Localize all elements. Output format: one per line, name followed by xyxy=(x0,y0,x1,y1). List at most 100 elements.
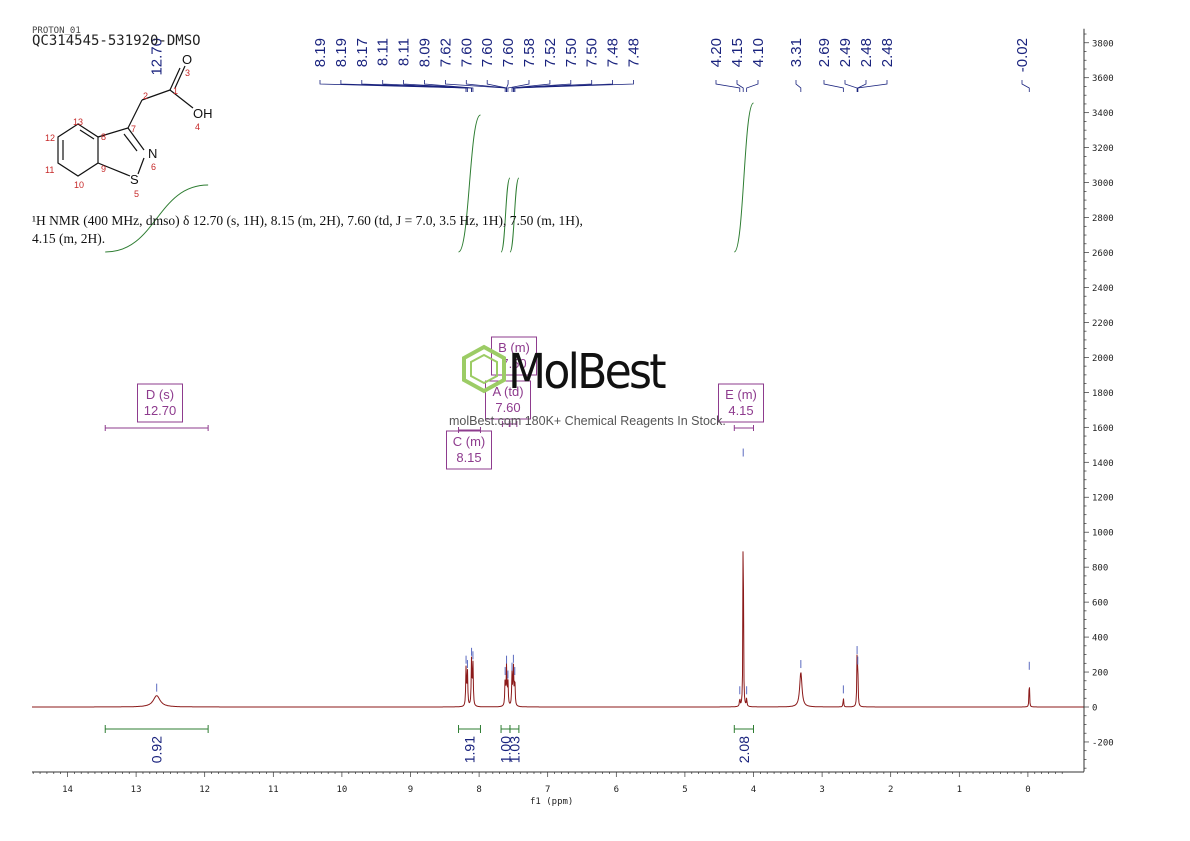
peak-shift-label: 8.19 xyxy=(312,38,329,67)
peak-shift-label: 7.52 xyxy=(542,38,559,67)
peak-label-layer: 8.19 8.19 8.17 8.11 8.11 8.09 7.62 7.60 7.60 7.60… xyxy=(149,38,1031,92)
x-tick-label: 11 xyxy=(268,785,279,795)
x-tick-label: 10 xyxy=(336,785,347,795)
watermark-brand: MolBest xyxy=(508,344,667,400)
peak-label-connector xyxy=(424,80,474,92)
multiplet-shift: 4.15 xyxy=(728,403,753,418)
peak-label-connector xyxy=(514,80,634,92)
atom-number: 12 xyxy=(45,133,55,143)
integral-value: 0.92 xyxy=(149,736,165,763)
peak-label-connector xyxy=(445,80,506,92)
x-tick-label: 9 xyxy=(408,785,413,795)
multiplet-box xyxy=(718,383,764,423)
y-tick-label: 2600 xyxy=(1092,249,1114,259)
peak-shift-label: 2.48 xyxy=(879,38,896,67)
y-tick-label: -200 xyxy=(1092,738,1114,748)
atom-label: O xyxy=(182,52,192,67)
peak-label-connector xyxy=(403,80,472,92)
integral-layer: 0.92 1.91 1.001.03 2.08 xyxy=(104,102,754,763)
peak-shift-label: 8.09 xyxy=(417,38,434,67)
y-tick-label: 1800 xyxy=(1092,389,1114,399)
spectrum-trace xyxy=(32,551,1084,708)
y-tick-label: 1600 xyxy=(1092,424,1114,434)
carbonyl-bond xyxy=(174,65,186,89)
x-tick-label: 0 xyxy=(1025,785,1030,795)
bond xyxy=(97,162,131,177)
y-tick-label: 800 xyxy=(1092,564,1108,574)
bond xyxy=(137,157,145,175)
integral-curve xyxy=(509,177,520,253)
peak-shift-label: 8.17 xyxy=(354,38,371,67)
multiplet-shift: 7.60 xyxy=(495,400,520,415)
peak-label-connector xyxy=(715,80,741,92)
y-tick-label: 3200 xyxy=(1092,144,1114,154)
y-tick-label: 400 xyxy=(1092,634,1108,644)
atom-number: 1 xyxy=(173,86,178,96)
x-tick-label: 3 xyxy=(819,785,824,795)
peak-shift-label: 7.60 xyxy=(458,38,475,67)
multiplet-label: D (s) xyxy=(146,387,174,402)
y-tick-label: 3000 xyxy=(1092,179,1114,189)
peak-shift-label: 7.50 xyxy=(563,38,580,67)
atom-number: 3 xyxy=(185,68,190,78)
x-axis: 14 13 12 11 10 9 8 7 6 5 4 3 2 1 0 xyxy=(32,771,1084,795)
multiplet-label: A (td) xyxy=(492,384,523,399)
multiplet-annotation: E (m)4.15 xyxy=(718,383,764,431)
peak-shift-label: 7.60 xyxy=(479,38,496,67)
bond xyxy=(141,89,171,101)
x-tick-label: 14 xyxy=(62,785,73,795)
peak-shift-label: 3.31 xyxy=(788,38,805,67)
y-axis: 3800360034003200300028002600240022002000… xyxy=(1083,28,1114,772)
atom-number: 9 xyxy=(101,164,106,174)
integral-value: 2.08 xyxy=(736,736,752,763)
y-tick-label: 2200 xyxy=(1092,319,1114,329)
x-tick-label: 2 xyxy=(888,785,893,795)
chemical-structure xyxy=(57,65,194,177)
y-tick-label: 1400 xyxy=(1092,459,1114,469)
atom-label: S xyxy=(130,172,139,187)
y-tick-label: 3600 xyxy=(1092,74,1114,84)
peak-shift-label: 2.48 xyxy=(858,38,875,67)
sample-title: QC314545-531920-DMSO xyxy=(32,33,201,49)
peak-shift-label: 8.11 xyxy=(396,38,413,66)
multiplet-shift: 12.70 xyxy=(144,403,177,418)
spectrum-layer xyxy=(32,448,1084,708)
structure-atom-labels: O 3 1 2 OH 4 13 12 11 10 8 9 7 N 6 S 5 xyxy=(45,52,213,199)
experiment-title: PROTON_01 xyxy=(32,26,81,36)
integral-value: 1.00 xyxy=(498,736,514,763)
atom-label: OH xyxy=(193,106,213,121)
atom-number: 13 xyxy=(73,117,83,127)
peak-shift-label: 7.62 xyxy=(437,38,454,67)
integral-value: 1.91 xyxy=(461,736,477,763)
multiplet-box xyxy=(446,430,492,470)
peak-label-connector xyxy=(736,80,744,92)
x-tick-label: 7 xyxy=(545,785,550,795)
y-tick-label: 2800 xyxy=(1092,214,1114,224)
y-tick-label: 3400 xyxy=(1092,109,1114,119)
peak-shift-label: -0.02 xyxy=(1014,38,1031,72)
x-tick-label: 12 xyxy=(199,785,210,795)
nmr-description-line2: 4.15 (m, 2H). xyxy=(32,231,106,246)
y-tick-label: 600 xyxy=(1092,599,1108,609)
y-tick-label: 1000 xyxy=(1092,529,1114,539)
peak-label-connector xyxy=(844,80,858,92)
peak-label-connector xyxy=(795,80,802,92)
multiplet-layer: D (s)12.70B (m)7.50A (td)7.60C (m)8.15E … xyxy=(104,336,764,470)
peak-shift-label: 4.15 xyxy=(729,38,746,67)
peak-shift-label: 8.11 xyxy=(375,38,392,66)
atom-number: 8 xyxy=(101,132,106,142)
atom-number: 5 xyxy=(134,189,139,199)
x-tick-label: 13 xyxy=(131,785,142,795)
x-tick-label: 4 xyxy=(751,785,756,795)
peak-shift-label: 12.70 xyxy=(149,38,166,76)
peak-label-connector xyxy=(511,80,551,92)
atom-label: N xyxy=(148,146,157,161)
multiplet-label: C (m) xyxy=(453,434,486,449)
peak-label-connector xyxy=(857,80,888,92)
peak-label-connector xyxy=(857,80,867,92)
atom-number: 6 xyxy=(151,162,156,172)
bond xyxy=(169,89,194,109)
multiplet-shift: 8.15 xyxy=(456,450,481,465)
peak-label-connector xyxy=(823,80,844,92)
peak-shift-label: 7.48 xyxy=(605,38,622,67)
